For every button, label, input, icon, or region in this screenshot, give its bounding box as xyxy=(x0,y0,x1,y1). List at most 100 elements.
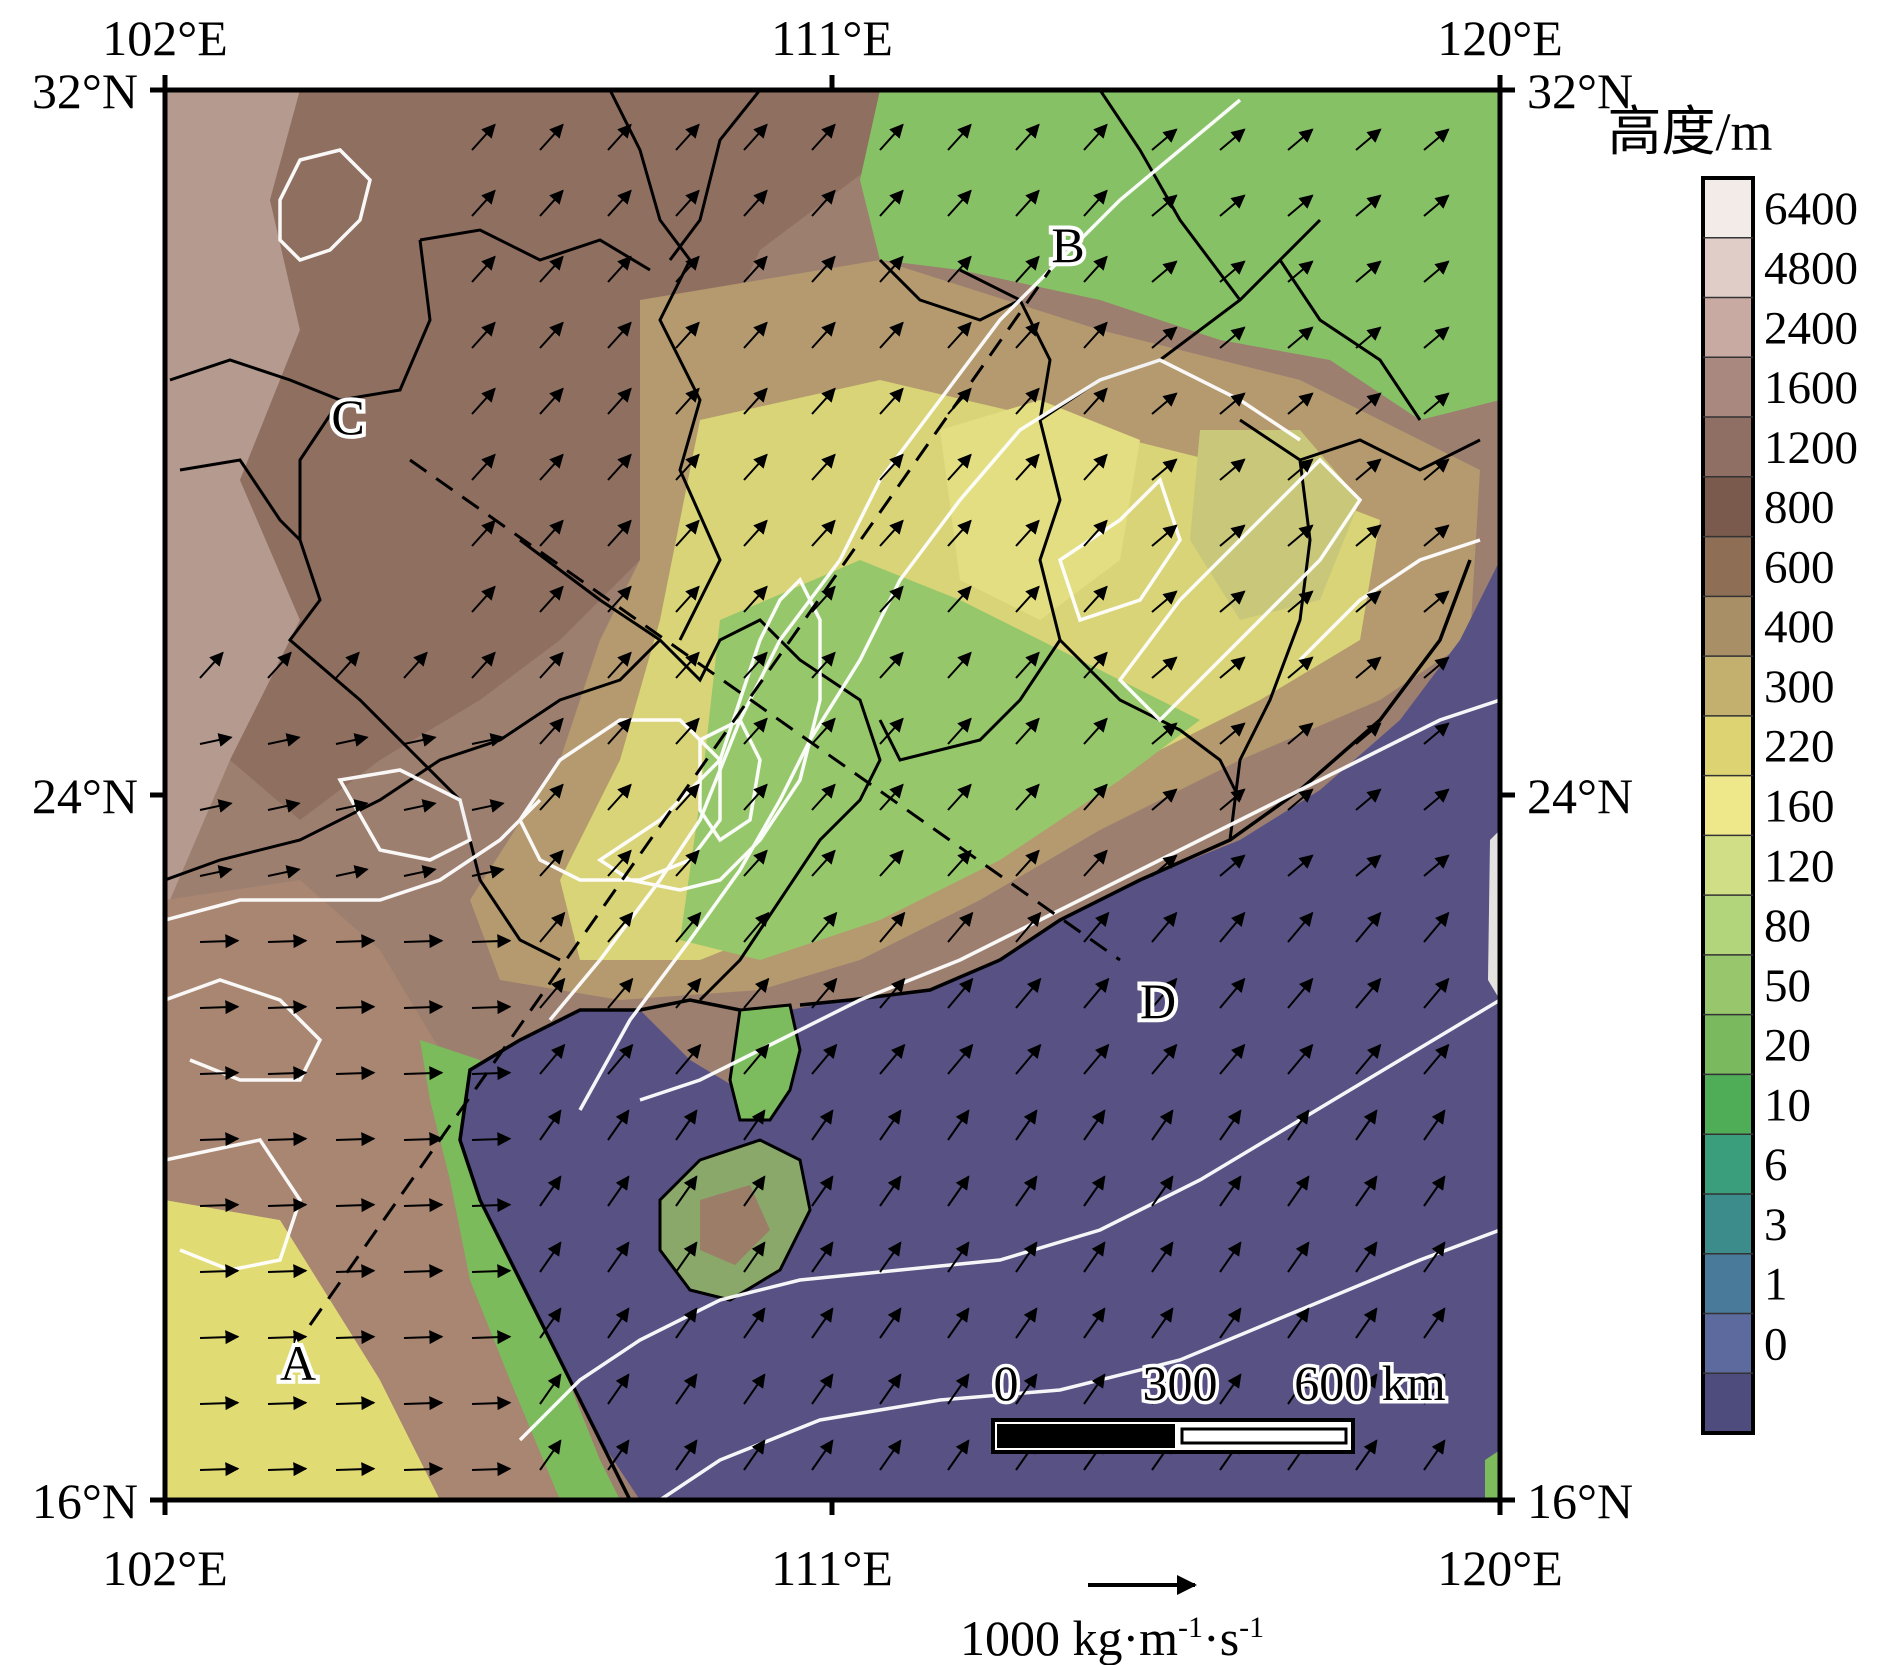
flux-arrow xyxy=(879,123,904,151)
flux-arrow xyxy=(811,1373,834,1405)
scale-tick-600: 600 km xyxy=(1294,1355,1446,1411)
scale-bar: 0 300 600 km xyxy=(990,1352,1449,1454)
flux-arrow xyxy=(1015,189,1040,217)
lon-label-top-1: 102°E xyxy=(102,10,228,66)
elevation-colorbar: 高度/m 64004800240016001200800600400300220… xyxy=(1607,102,1858,1435)
colorbar-title: 高度/m xyxy=(1607,102,1772,162)
flux-arrow xyxy=(539,255,564,283)
flux-arrow xyxy=(607,1043,634,1075)
flux-arrow xyxy=(1151,524,1178,547)
flux-arrow xyxy=(879,1043,906,1075)
flux-arrow xyxy=(811,651,836,679)
flux-arrow xyxy=(743,977,770,1009)
flux-arrow xyxy=(471,519,496,547)
flux-arrow xyxy=(675,1307,698,1339)
flux-arrow xyxy=(1287,656,1314,679)
flux-arrow xyxy=(743,849,768,877)
lon-label-bottom-1: 102°E xyxy=(102,1540,228,1596)
flux-arrow xyxy=(1423,977,1450,1009)
flux-arrow xyxy=(403,799,437,813)
flux-arrow xyxy=(1015,519,1040,547)
flux-arrow xyxy=(1083,1109,1106,1141)
flux-arrow xyxy=(267,1132,308,1147)
lon-label-bottom-3: 120°E xyxy=(1437,1540,1563,1596)
flux-arrow xyxy=(1219,788,1246,811)
flux-arrow xyxy=(607,585,632,613)
moisture-flux-arrows xyxy=(199,123,1450,1477)
flux-arrow xyxy=(1219,911,1246,943)
flux-arrow xyxy=(1083,255,1108,283)
flux-arrow xyxy=(1355,590,1382,613)
flux-arrow xyxy=(1355,1307,1378,1339)
colorbar-label-400: 400 xyxy=(1764,601,1835,653)
flux-arrow xyxy=(1219,1043,1246,1075)
flux-arrow xyxy=(675,783,700,811)
flux-arrow xyxy=(1287,1241,1310,1273)
flux-arrow xyxy=(1015,387,1040,415)
flux-arrow xyxy=(403,1330,444,1345)
flux-arrow xyxy=(539,911,566,943)
flux-arrow xyxy=(675,585,700,613)
flux-arrow xyxy=(471,189,496,217)
flux-arrow xyxy=(335,733,369,747)
flux-arrow xyxy=(879,717,904,745)
flux-arrow xyxy=(1423,590,1450,613)
flux-arrow xyxy=(1151,1175,1174,1207)
flux-arrow xyxy=(335,1264,376,1279)
colorbar-label-6: 6 xyxy=(1764,1139,1788,1191)
flux-arrow xyxy=(607,519,632,547)
flux-arrow xyxy=(199,1462,240,1477)
leizhou-peninsula xyxy=(728,1003,802,1122)
flux-arrow xyxy=(1151,1241,1174,1273)
flux-arrow xyxy=(675,1373,698,1405)
flux-arrow xyxy=(1083,585,1108,613)
flux-arrow xyxy=(811,849,836,877)
flux-arrow xyxy=(743,387,768,415)
flux-arrow xyxy=(811,189,836,217)
flux-arrow xyxy=(811,585,836,613)
colorbar-label-10: 10 xyxy=(1764,1079,1811,1131)
flux-arrow xyxy=(1355,128,1382,151)
flux-arrow xyxy=(675,453,700,481)
flux-arrow xyxy=(1287,392,1314,415)
flux-arrow xyxy=(947,1241,970,1273)
flux-arrow xyxy=(743,783,768,811)
flux-arrow xyxy=(947,585,972,613)
flux-arrow xyxy=(335,1132,376,1147)
flux-arrow xyxy=(879,321,904,349)
flux-arrow xyxy=(1151,854,1178,877)
flux-arrow xyxy=(947,911,974,943)
colorbar-label-3: 3 xyxy=(1764,1199,1788,1251)
lat-label-right-2: 24°N xyxy=(1527,768,1633,824)
flux-arrow xyxy=(267,1066,308,1081)
flux-arrow xyxy=(1083,387,1108,415)
flux-arrow xyxy=(879,1109,902,1141)
flux-arrow xyxy=(879,255,904,283)
flux-arrow xyxy=(539,453,564,481)
flux-arrow xyxy=(1423,1109,1446,1141)
flux-arrow xyxy=(743,717,768,745)
flux-arrow xyxy=(1219,656,1246,679)
point-label-d: D xyxy=(1140,973,1176,1029)
flux-arrow xyxy=(335,1066,376,1081)
flux-arrow xyxy=(1151,260,1178,283)
flux-arrow xyxy=(1015,1109,1038,1141)
colorbar-swatch xyxy=(1703,476,1753,538)
flux-arrow xyxy=(1355,1043,1382,1075)
flux-arrow xyxy=(1219,458,1246,481)
flux-arrow xyxy=(471,1198,512,1213)
flux-arrow xyxy=(811,717,836,745)
flux-arrow xyxy=(1287,854,1314,877)
flux-arrow xyxy=(947,1439,970,1471)
flux-arrow xyxy=(1151,326,1178,349)
flux-arrow xyxy=(1151,128,1178,151)
lowland-yellow-2 xyxy=(940,400,1140,620)
flux-arrow xyxy=(471,651,496,679)
flux-arrow xyxy=(1219,524,1246,547)
flux-arrow xyxy=(811,1175,834,1207)
flux-arrow xyxy=(1015,1241,1038,1273)
flux-arrow xyxy=(1015,977,1042,1009)
flux-arrow xyxy=(743,1439,766,1471)
flux-arrow xyxy=(335,1000,376,1015)
mountain-belt xyxy=(230,90,900,820)
